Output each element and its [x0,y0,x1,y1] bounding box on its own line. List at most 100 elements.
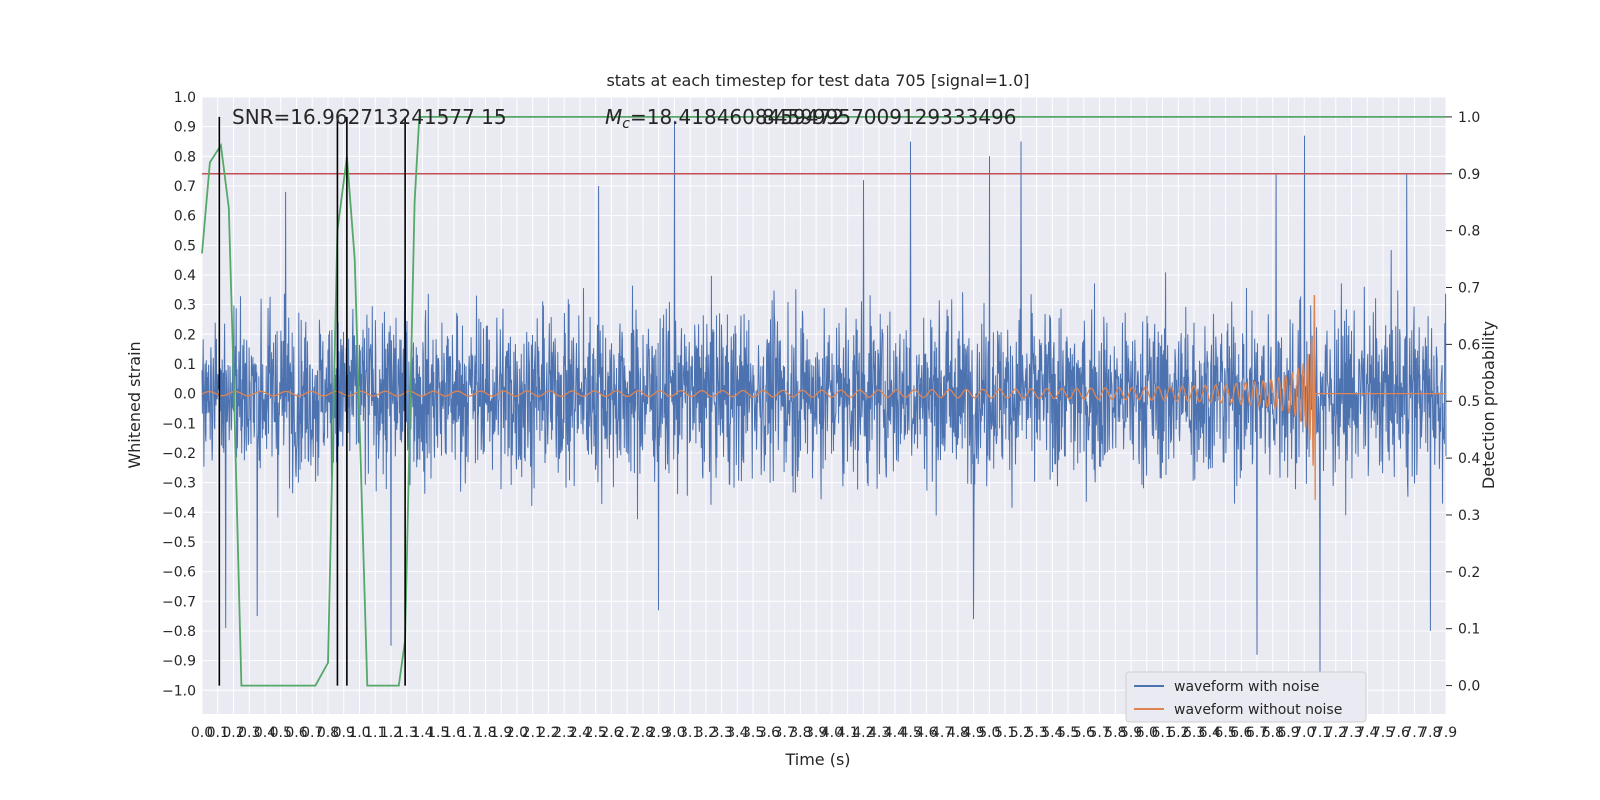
x-tick-label: 3.8 [789,725,811,741]
x-tick-label: 5.7 [1088,725,1110,741]
y2-axis-ticks: 0.0 0.1 0.2 0.3 0.4 0.5 0.6 0.7 0.8 0.9 1.0 [1446,110,1480,695]
x-tick-label: 2.6 [600,725,622,741]
legend-box [1125,671,1367,723]
y-tick-label: 0.8 [174,149,196,165]
legend: waveform with noise waveform without noi… [1125,671,1367,723]
y-tick-label: −0.5 [162,535,196,551]
x-tick-label: 2.0 [506,725,528,741]
x-tick-label: 7.8 [1419,725,1441,741]
x-tick-label: 0.6 [285,725,307,741]
y-tick-label: 0.7 [174,179,196,195]
y-tick-label: −1.0 [162,683,196,699]
x-tick-label: 3.2 [695,725,717,741]
x-axis-ticks: 0.00.10.20.30.40.50.60.70.80.91.01.11.2 1… [191,725,1457,741]
x-tick-label: 5.0 [978,725,1000,741]
y-tick-label: −0.1 [162,416,196,432]
x-tick-label: 2.2 [537,725,559,741]
y2-tick-label: 0.3 [1458,508,1480,524]
x-tick-label: 5.6 [1073,725,1095,741]
y2-axis-label: Detection probability [1479,321,1498,489]
x-tick-label: 5.5 [1057,725,1079,741]
legend-label-clean: waveform without noise [1174,702,1342,718]
x-tick-label: 1.5 [427,725,449,741]
x-tick-label: 6.5 [1214,725,1236,741]
x-tick-label: 7.2 [1325,725,1347,741]
x-tick-label: 2.7 [616,725,638,741]
x-tick-label: 1.4 [411,725,433,741]
x-tick-label: 6.4 [1199,725,1221,741]
x-tick-label: 6.3 [1183,725,1205,741]
x-tick-label: 3.0 [663,725,685,741]
x-tick-label: 3.1 [679,725,701,741]
x-tick-label: 4.7 [931,725,953,741]
x-tick-label: 2.9 [648,725,670,741]
x-tick-label: 2.4 [569,725,591,741]
y-tick-label: 0.4 [174,268,196,284]
x-tick-label: 7.3 [1340,725,1362,741]
x-tick-label: 6.7 [1246,725,1268,741]
y2-tick-label: 1.0 [1458,110,1480,126]
x-tick-label: 0.2 [222,725,244,741]
x-tick-label: 0.3 [238,725,260,741]
x-tick-label: 1.2 [380,725,402,741]
chirp-mass-subscript: c [622,116,630,132]
x-tick-label: 1.7 [459,725,481,741]
x-tick-label: 1.0 [348,725,370,741]
x-tick-label: 4.0 [821,725,843,741]
x-tick-label: 0.5 [270,725,292,741]
y-tick-label: −0.9 [162,654,196,670]
y2-tick-label: 0.8 [1458,224,1480,240]
x-tick-label: 1.1 [364,725,386,741]
x-tick-label: 3.5 [742,725,764,741]
x-tick-label: 3.7 [774,725,796,741]
y2-tick-label: 0.4 [1458,451,1480,467]
y-tick-label: 0.3 [174,298,196,314]
x-tick-label: 1.8 [474,725,496,741]
x-tick-label: 4.2 [852,725,874,741]
waveform-without-noise-line [201,294,1446,500]
x-tick-label: 1.6 [443,725,465,741]
y2-tick-label: 0.5 [1458,394,1480,410]
y2-tick-label: 0.9 [1458,167,1480,183]
x-tick-label: 7.9 [1435,725,1457,741]
chart-title: stats at each timestep for test data 705… [606,71,1029,90]
x-tick-label: 0.0 [191,725,213,741]
y-tick-label: −0.8 [162,624,196,640]
x-tick-label: 6.9 [1277,725,1299,741]
x-tick-label: 5.4 [1041,725,1063,741]
chirp-mass-symbol: M [605,105,622,129]
x-tick-label: 6.2 [1167,725,1189,741]
x-tick-label: 3.4 [726,725,748,741]
x-tick-label: 1.9 [490,725,512,741]
snr-annotation: SNR=16.962713241577 15 [232,105,507,129]
y2-tick-label: 0.7 [1458,281,1480,297]
y2-tick-label: 0.2 [1458,565,1480,581]
x-tick-label: 4.3 [868,725,890,741]
x-tick-label: 5.3 [1025,725,1047,741]
x-tick-label: 5.9 [1120,725,1142,741]
x-axis-label: Time (s) [784,750,850,769]
x-tick-label: 7.4 [1356,725,1378,741]
y2-tick-label: 0.0 [1458,679,1480,695]
x-tick-label: 7.1 [1309,725,1331,741]
x-tick-label: 4.4 [884,725,906,741]
x-tick-label: 5.8 [1104,725,1126,741]
x-tick-label: 0.8 [317,725,339,741]
x-tick-label: 2.8 [632,725,654,741]
x-tick-label: 0.1 [207,725,229,741]
y2-tick-label: 0.1 [1458,622,1480,638]
x-tick-label: 0.9 [333,725,355,741]
x-tick-label: 6.8 [1262,725,1284,741]
x-tick-label: 0.7 [301,725,323,741]
x-tick-label: 7.0 [1293,725,1315,741]
y-tick-label: −0.6 [162,565,196,581]
legend-label-noisy: waveform with noise [1174,679,1319,695]
y-tick-label: −0.4 [162,505,196,521]
x-tick-label: 6.6 [1230,725,1252,741]
y-tick-label: −0.3 [162,476,196,492]
x-tick-label: 0.4 [254,725,276,741]
y-tick-label: −0.2 [162,446,196,462]
x-tick-label: 4.6 [915,725,937,741]
x-tick-label: 5.1 [994,725,1016,741]
